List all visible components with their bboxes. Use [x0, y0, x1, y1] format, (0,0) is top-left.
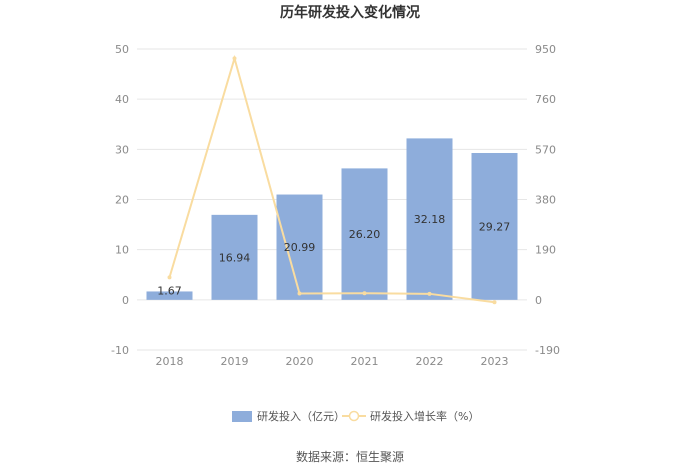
line-point	[232, 56, 237, 61]
x-tick-label: 2023	[481, 355, 509, 368]
bar	[211, 214, 258, 300]
right-tick-label: 570	[535, 143, 556, 156]
right-tick-label: -190	[535, 344, 560, 357]
right-tick-label: 0	[535, 294, 542, 307]
legend-bar-swatch	[232, 411, 252, 422]
x-axis: 2018 2019 2020 2021 2022 2023	[156, 355, 509, 368]
x-tick-label: 2019	[221, 355, 249, 368]
line-point	[167, 275, 172, 280]
bar	[471, 152, 518, 300]
right-tick-label: 760	[535, 93, 556, 106]
x-tick-label: 2022	[416, 355, 444, 368]
grid-lines	[137, 48, 527, 351]
bar-value-label: 20.99	[284, 241, 316, 254]
line-point	[492, 300, 497, 305]
right-tick-label: 380	[535, 194, 556, 207]
right-tick-label: 190	[535, 244, 556, 257]
x-tick-label: 2018	[156, 355, 184, 368]
bar	[341, 168, 388, 300]
x-tick-label: 2021	[351, 355, 379, 368]
line-point	[362, 291, 367, 296]
legend-line-marker	[348, 410, 360, 422]
right-y-axis: 950 760 570 380 190 0 -190	[535, 43, 560, 357]
left-tick-label: -10	[111, 344, 129, 357]
left-tick-label: 20	[115, 194, 129, 207]
bar-value-label: 32.18	[414, 213, 446, 226]
left-tick-label: 40	[115, 93, 129, 106]
line-series	[167, 54, 497, 305]
left-tick-label: 0	[122, 294, 129, 307]
chart-title: 历年研发投入变化情况	[280, 4, 420, 21]
growth-line	[168, 54, 495, 304]
bar	[146, 291, 193, 300]
bar-value-label: 29.27	[479, 220, 511, 233]
legend: 研发投入（亿元） 研发投入增长率（%）	[232, 409, 479, 423]
left-tick-label: 50	[115, 43, 129, 56]
left-tick-label: 10	[115, 244, 129, 257]
data-labels: 1.67 16.94 20.99 26.20 32.18 29.27	[157, 213, 510, 297]
left-y-axis: 50 40 30 20 10 0 -10	[111, 43, 129, 357]
legend-bar-label: 研发投入（亿元）	[257, 409, 345, 423]
bar-value-label: 1.67	[157, 284, 182, 297]
x-tick-label: 2020	[286, 355, 314, 368]
legend-line-label: 研发投入增长率（%）	[370, 409, 479, 423]
bar	[406, 138, 453, 300]
bar-value-label: 26.20	[349, 228, 381, 241]
source-note: 数据来源：恒生聚源	[296, 449, 404, 464]
bar-value-label: 16.94	[219, 251, 251, 264]
line-point	[297, 291, 302, 296]
left-tick-label: 30	[115, 143, 129, 156]
bar	[276, 194, 323, 300]
right-tick-label: 950	[535, 43, 556, 56]
line-point	[427, 291, 432, 296]
bar-series	[146, 138, 518, 300]
